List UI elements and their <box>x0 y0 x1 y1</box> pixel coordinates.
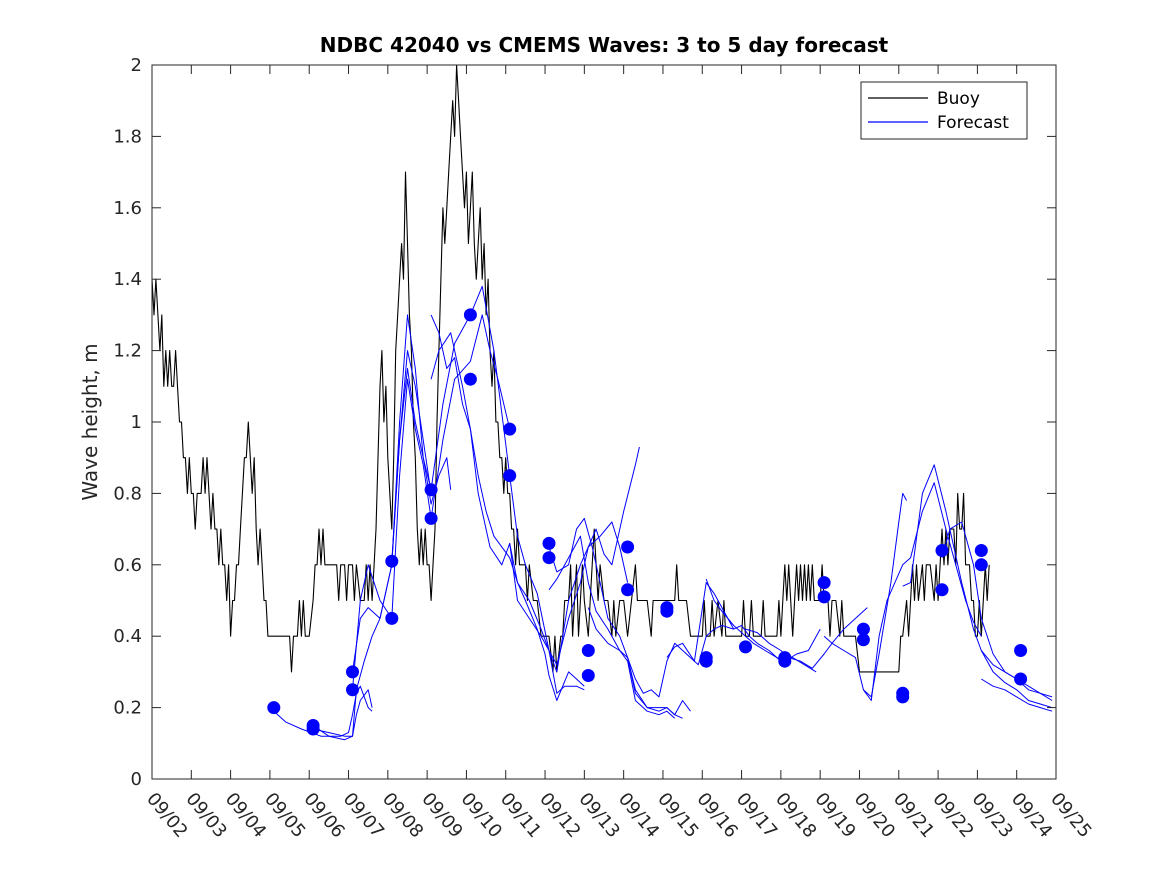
x-tick-label: 09/06 <box>299 789 348 842</box>
forecast-start-marker <box>581 644 595 657</box>
series-forecast-5 <box>352 314 511 690</box>
series-forecast-16 <box>745 607 868 669</box>
series-forecast-10 <box>548 517 683 719</box>
forecast-start-marker <box>817 590 831 604</box>
forecast-start-marker <box>856 633 870 647</box>
y-tick-label: 0.6 <box>113 555 142 576</box>
series-forecast-15 <box>705 578 821 662</box>
series-forecast-8 <box>430 332 629 666</box>
x-tick-label: 09/25 <box>1046 789 1095 842</box>
y-tick-label: 2 <box>131 55 142 76</box>
forecast-start-marker <box>621 540 635 554</box>
x-tick-label: 09/12 <box>535 789 584 842</box>
x-tick-label: 09/23 <box>968 789 1017 842</box>
y-tick-label: 1.2 <box>113 341 142 362</box>
forecast-start-marker <box>346 665 359 679</box>
x-tick-label: 09/02 <box>142 789 191 842</box>
forecast-start-marker <box>306 722 320 736</box>
forecast-start-marker <box>974 544 988 557</box>
forecast-start-marker <box>424 483 438 497</box>
forecast-start-marker <box>778 654 792 668</box>
forecast-start-marker <box>817 576 831 590</box>
x-tick-label: 09/14 <box>614 789 663 842</box>
forecast-start-marker <box>463 308 477 322</box>
x-tick-label: 09/03 <box>181 789 230 842</box>
series-forecast-22 <box>981 678 1053 712</box>
x-tick-label: 09/22 <box>928 789 977 842</box>
chart-title: NDBC 42040 vs CMEMS Waves: 3 to 5 day fo… <box>320 33 889 57</box>
series-forecast-7 <box>430 314 585 701</box>
forecast-start-marker <box>856 622 870 636</box>
marker-layer <box>267 308 1028 736</box>
legend-forecast-label: Forecast <box>937 113 1009 133</box>
x-tick-label: 09/04 <box>221 789 270 842</box>
y-tick-label: 1.6 <box>113 198 142 219</box>
series-forecast-6 <box>391 285 585 694</box>
y-tick-label: 0.8 <box>113 483 142 504</box>
series-forecast-19 <box>902 464 1053 709</box>
series-forecast-1 <box>273 685 373 737</box>
x-tick-label: 09/05 <box>260 789 309 842</box>
forecast-start-marker <box>385 554 399 568</box>
series-forecast-13 <box>627 625 734 698</box>
x-tick-label: 09/16 <box>692 789 741 842</box>
forecast-start-marker <box>1014 672 1028 686</box>
y-tick-label: 0.2 <box>113 698 142 719</box>
series-forecast-12 <box>587 607 691 716</box>
legend: Buoy Forecast <box>860 81 1028 140</box>
forecast-start-marker <box>935 544 949 557</box>
series-forecast-2 <box>312 689 373 741</box>
x-tick-label: 09/10 <box>457 789 506 842</box>
y-axis-label: Wave height, m <box>78 343 102 500</box>
x-tick-label: 09/21 <box>889 789 938 842</box>
x-tick-label: 09/08 <box>378 789 427 842</box>
y-tick-label: 1.4 <box>113 269 142 290</box>
y-tick-label: 1.8 <box>113 126 142 147</box>
series-forecast-9 <box>509 446 640 673</box>
x-tick-label: 09/24 <box>1007 789 1056 842</box>
forecast-start-marker <box>542 536 556 550</box>
series-layer <box>151 64 1053 741</box>
x-tick-label: 09/18 <box>771 789 820 842</box>
forecast-start-marker <box>896 690 910 704</box>
forecast-start-marker <box>581 669 595 682</box>
forecast-start-marker <box>385 611 399 625</box>
x-tick-label: 09/13 <box>574 789 623 842</box>
forecast-start-marker <box>542 551 556 565</box>
legend-buoy-label: Buoy <box>937 89 980 109</box>
series-forecast-11 <box>548 535 676 719</box>
x-tick-label: 09/19 <box>810 789 859 842</box>
forecast-start-marker <box>660 604 674 618</box>
forecast-start-marker <box>267 701 281 715</box>
forecast-start-marker <box>346 683 359 697</box>
y-tick-label: 0 <box>131 769 142 790</box>
forecast-start-marker <box>503 469 517 483</box>
x-tick-label: 09/07 <box>339 789 388 842</box>
series-forecast-3 <box>312 350 432 737</box>
x-tick-label: 09/11 <box>496 789 545 842</box>
x-tick-label: 09/20 <box>850 789 899 842</box>
forecast-start-marker <box>935 583 949 597</box>
plot-area <box>152 65 1056 779</box>
forecast-start-marker <box>503 422 517 436</box>
y-tick-label: 1 <box>131 412 142 433</box>
forecast-start-marker <box>699 654 713 668</box>
forecast-start-marker <box>463 372 477 386</box>
series-forecast-20 <box>941 521 1053 701</box>
forecast-start-marker <box>974 558 988 572</box>
y-tick-label: 0.4 <box>113 626 142 647</box>
series-buoy <box>151 64 990 673</box>
x-tick-label: 09/09 <box>417 789 466 842</box>
y-axis-ticks: 0 0.2 0.4 0.6 0.8 1 1.2 1.4 1.6 1.8 2 <box>113 55 1056 790</box>
forecast-start-marker <box>1014 644 1028 657</box>
x-tick-label: 09/15 <box>653 789 702 842</box>
series-forecast-4 <box>352 314 452 672</box>
forecast-start-marker <box>424 511 438 525</box>
x-tick-label: 09/17 <box>732 789 781 842</box>
forecast-start-marker <box>621 583 635 597</box>
forecast-start-marker <box>739 640 752 654</box>
